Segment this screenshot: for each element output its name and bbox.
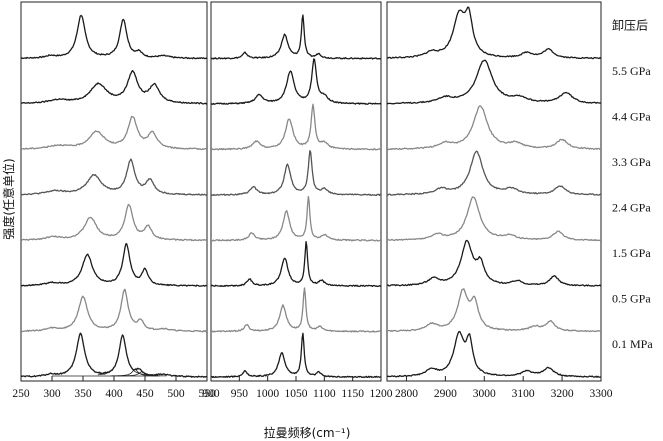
pressure-label-2: 5.5 GPa — [612, 64, 651, 78]
pressure-label-8: 0.1 MPa — [612, 337, 653, 351]
x-tick-label: 2800 — [395, 388, 418, 400]
spectrum-line-8-panel-1 — [21, 332, 207, 378]
x-tick-label: 3100 — [512, 388, 535, 400]
x-axis-title: 拉曼频移(cm⁻¹) — [264, 425, 351, 440]
spectrum-line-1-panel-3 — [387, 6, 601, 60]
x-tick-label: 3000 — [473, 388, 496, 400]
x-tick-label: 1100 — [313, 388, 336, 400]
spectrum-line-3-panel-3 — [387, 105, 601, 151]
x-tick-label: 3300 — [590, 388, 613, 400]
y-axis-title: 强度(任意单位) — [1, 158, 16, 239]
pressure-labels: 卸压后 5.5 GPa 4.4 GPa 3.3 GPa 2.4 GPa 1.5 GPa 0.… — [612, 18, 653, 352]
x-tick-label: 1200 — [370, 388, 393, 400]
x-tick-label: 500 — [167, 388, 185, 400]
pressure-label-6: 1.5 GPa — [612, 246, 651, 260]
spectrum-line-5-panel-3 — [387, 196, 601, 242]
pressure-label-7: 0.5 GPa — [612, 292, 651, 306]
x-tick-label: 1000 — [256, 388, 279, 400]
x-tick-label: 250 — [12, 388, 30, 400]
x-tick-label: 900 — [202, 388, 220, 400]
spectrum-line-1-panel-2 — [211, 14, 381, 60]
spectrum-line-6-panel-1 — [21, 243, 207, 287]
spectrum-line-3-panel-1 — [21, 115, 207, 151]
spectrum-line-2-panel-2 — [211, 58, 381, 105]
spectrum-line-1-panel-1 — [21, 14, 207, 60]
spectrum-line-7-panel-2 — [211, 287, 381, 333]
spectrum-line-4-panel-3 — [387, 150, 601, 196]
x-tick-label: 450 — [136, 388, 154, 400]
x-tick-label: 1050 — [285, 388, 308, 400]
x-tick-label: 350 — [74, 388, 92, 400]
fit-component-4 — [117, 371, 167, 377]
panel-frame-3 — [386, 1, 602, 382]
spectrum-line-4-panel-2 — [211, 150, 381, 197]
x-tick-label: 1150 — [341, 388, 364, 400]
x-tick-label: 300 — [43, 388, 61, 400]
spectrum-line-8-panel-2 — [211, 332, 381, 379]
x-tick-label: 400 — [105, 388, 123, 400]
pressure-label-1: 卸压后 — [612, 18, 648, 33]
pressure-label-5: 2.4 GPa — [612, 201, 651, 215]
spectrum-line-7-panel-3 — [387, 288, 601, 333]
spectrum-line-7-panel-1 — [21, 288, 207, 333]
spectrum-line-5-panel-1 — [21, 203, 207, 242]
spectrum-line-6-panel-2 — [211, 240, 381, 288]
x-tick-label: 3200 — [551, 388, 574, 400]
fit-component-1 — [55, 332, 106, 375]
x-tick-label: 550 — [198, 388, 216, 400]
spectrum-line-8-panel-3 — [387, 330, 601, 378]
x-tick-label: 2900 — [434, 388, 457, 400]
spectrum-line-2-panel-3 — [387, 59, 601, 105]
spectrum-line-4-panel-1 — [21, 158, 207, 196]
spectrum-line-6-panel-3 — [387, 239, 601, 287]
spectrum-line-3-panel-2 — [211, 103, 381, 151]
pressure-label-3: 4.4 GPa — [612, 110, 651, 124]
spectrum-line-2-panel-1 — [21, 69, 207, 105]
x-tick-label: 950 — [231, 388, 249, 400]
spectrum-line-5-panel-2 — [211, 195, 381, 242]
pressure-label-4: 3.3 GPa — [612, 155, 651, 169]
